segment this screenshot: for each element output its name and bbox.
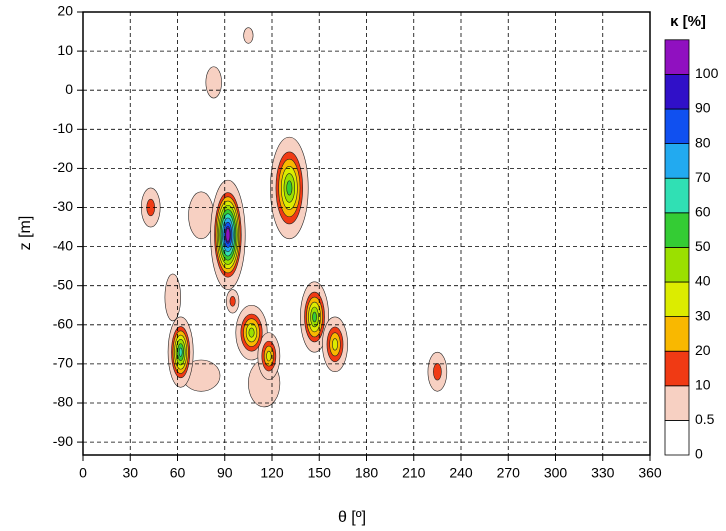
colorbar-band — [664, 177, 690, 214]
y-axis-label: z [m] — [17, 216, 34, 251]
colorbar-band — [664, 419, 690, 456]
x-tick-label: 150 — [308, 465, 332, 481]
colorbar-tick-label: 20 — [695, 342, 711, 358]
x-tick-label: 180 — [355, 465, 379, 481]
y-tick-label: -10 — [53, 120, 73, 136]
colorbar-band — [664, 246, 690, 283]
colorbar-band — [664, 350, 690, 387]
contour-level — [312, 311, 317, 323]
x-tick-label: 360 — [638, 465, 662, 481]
y-tick-label: -50 — [53, 276, 73, 292]
colorbar-band — [664, 385, 690, 421]
colorbar-tick-label: 70 — [695, 169, 711, 185]
y-tick-label: 0 — [65, 81, 73, 97]
contour-blob — [188, 191, 215, 240]
x-tick-label: 120 — [260, 465, 284, 481]
x-tick-label: 300 — [544, 465, 568, 481]
colorbar-band — [664, 212, 690, 248]
colorbar-tick-label: 90 — [695, 100, 711, 116]
colorbar-tick-label: 40 — [695, 273, 711, 289]
contour-level — [248, 327, 255, 338]
contour-level — [178, 347, 183, 357]
colorbar-tick-label: 0.5 — [695, 411, 715, 427]
colorbar-tick-label: 80 — [695, 134, 711, 150]
colorbar-band — [664, 39, 690, 75]
contour-blob — [164, 273, 181, 322]
contour-blob — [243, 27, 254, 44]
x-axis-label: θ [º] — [338, 509, 366, 526]
contour-blob — [205, 66, 222, 99]
x-tick-label: 30 — [122, 465, 138, 481]
colorbar-band — [664, 74, 690, 110]
y-tick-label: -30 — [53, 198, 73, 214]
contour-level — [225, 227, 231, 242]
colorbar-tick-label: 0 — [695, 446, 703, 462]
colorbar-tick-label: 10 — [695, 377, 711, 393]
x-tick-label: 90 — [217, 465, 233, 481]
contour-level — [266, 350, 272, 362]
y-tick-label: -80 — [53, 394, 73, 410]
colorbar-label: κ [%] — [670, 13, 706, 30]
x-tick-label: 270 — [497, 465, 521, 481]
colorbar-tick-label: 50 — [695, 238, 711, 254]
x-tick-label: 60 — [170, 465, 186, 481]
colorbar-band — [664, 281, 690, 317]
colorbar-band — [664, 316, 690, 352]
y-tick-label: -70 — [53, 355, 73, 371]
colorbar-tick-label: 60 — [695, 204, 711, 220]
colorbar-band — [664, 108, 690, 144]
x-tick-label: 210 — [402, 465, 426, 481]
y-tick-label: -60 — [53, 316, 73, 332]
colorbar-tick-label: 30 — [695, 307, 711, 323]
y-tick-label: -20 — [53, 159, 73, 175]
x-tick-label: 330 — [591, 465, 615, 481]
colorbar-tick-label: 100 — [695, 65, 719, 81]
y-tick-label: -90 — [53, 433, 73, 449]
contour-level — [286, 180, 293, 196]
contours — [140, 27, 448, 408]
y-tick-label: 20 — [57, 3, 73, 19]
contour-level — [433, 363, 442, 381]
contour-level — [332, 338, 338, 351]
plot-frame — [82, 11, 651, 456]
contour-level — [229, 296, 236, 307]
y-tick-label: 10 — [57, 42, 73, 58]
colorbar-band — [664, 143, 690, 179]
x-tick-label: 0 — [79, 465, 87, 481]
y-tick-label: -40 — [53, 237, 73, 253]
x-tick-label: 240 — [449, 465, 473, 481]
